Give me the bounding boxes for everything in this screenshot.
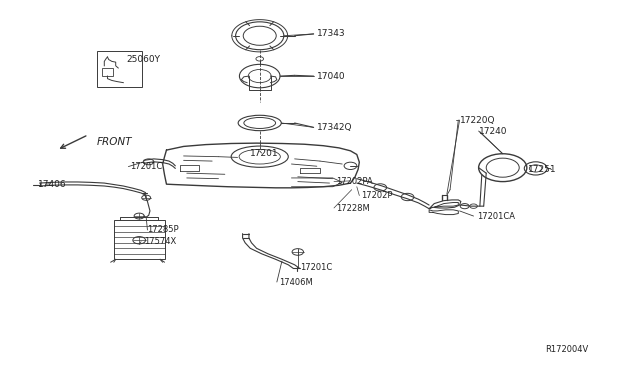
Text: 17220Q: 17220Q	[460, 116, 495, 125]
Text: 17240: 17240	[479, 127, 507, 136]
Text: 17201C: 17201C	[130, 163, 162, 171]
Text: 17202P: 17202P	[361, 191, 393, 200]
Text: 17574X: 17574X	[143, 237, 176, 246]
Text: 17202PA: 17202PA	[336, 177, 372, 186]
Text: 17201C: 17201C	[300, 263, 332, 272]
Text: 17040: 17040	[317, 71, 346, 81]
Text: FRONT: FRONT	[97, 137, 132, 147]
Text: 17228M: 17228M	[336, 204, 370, 213]
Text: 25060Y: 25060Y	[127, 55, 161, 64]
Text: 17406M: 17406M	[279, 278, 312, 286]
Text: 17406: 17406	[38, 180, 67, 189]
Text: 17251: 17251	[528, 165, 557, 174]
Text: R172004V: R172004V	[545, 344, 588, 353]
Text: 17201CA: 17201CA	[477, 212, 515, 221]
Bar	[97, 51, 142, 87]
Text: 17342Q: 17342Q	[317, 123, 353, 132]
Text: 17201: 17201	[250, 149, 279, 158]
Text: 17285P: 17285P	[147, 225, 179, 234]
Bar	[114, 220, 164, 259]
Text: 17343: 17343	[317, 29, 346, 38]
Bar	[102, 68, 113, 76]
